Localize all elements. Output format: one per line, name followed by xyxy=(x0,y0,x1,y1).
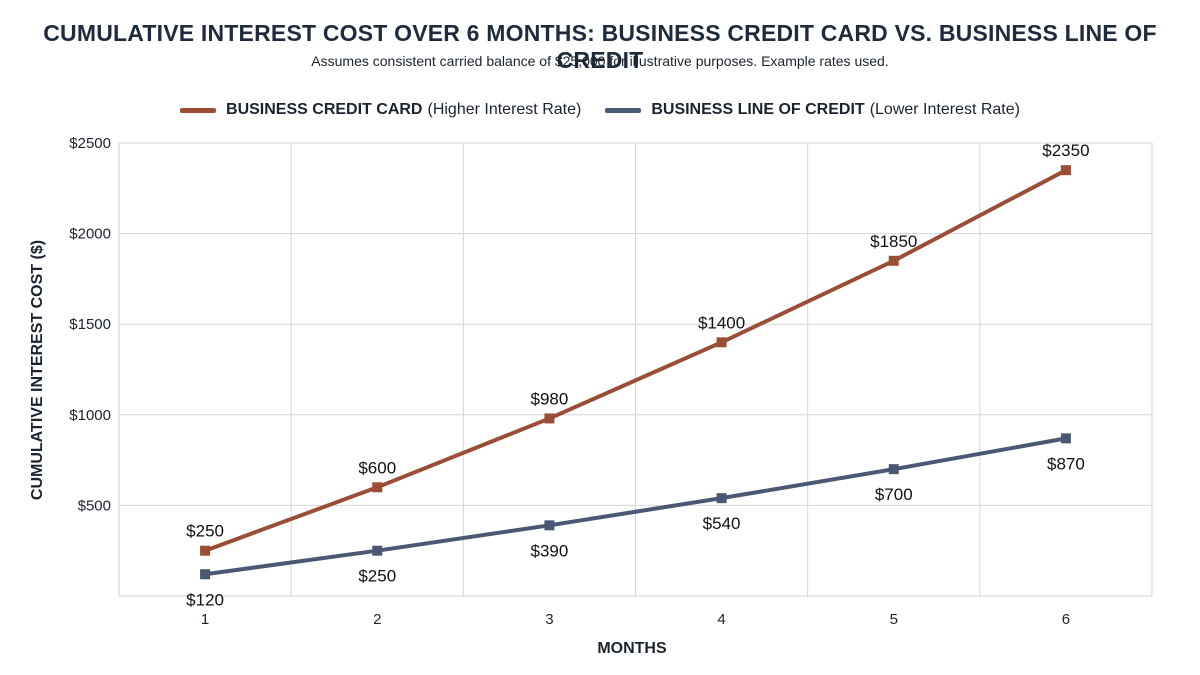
chart-subtitle: Assumes consistent carried balance of $2… xyxy=(311,53,889,69)
grid xyxy=(118,142,1153,597)
series-line-credit-card xyxy=(203,168,1068,553)
data-point xyxy=(372,482,383,493)
y-tick-label: $2500 xyxy=(69,135,111,152)
data-point xyxy=(1060,433,1071,444)
legend-swatch-line-of-credit xyxy=(605,107,642,113)
data-label: $980 xyxy=(531,389,569,408)
x-tick-label: 4 xyxy=(717,611,725,628)
legend-note-credit-card: (Higher Interest Rate) xyxy=(427,101,582,118)
data-point xyxy=(372,545,383,556)
data-label: $1400 xyxy=(698,313,745,332)
legend-label-credit-card: BUSINESS CREDIT CARD xyxy=(226,101,423,118)
x-tick-label: 6 xyxy=(1062,611,1070,628)
data-point xyxy=(716,337,727,348)
x-axis-ticks: 1 2 3 4 5 6 xyxy=(201,611,1070,628)
data-label: $390 xyxy=(531,541,569,560)
legend-label-line-of-credit: BUSINESS LINE OF CREDIT xyxy=(651,101,865,118)
x-tick-label: 3 xyxy=(545,611,553,628)
y-axis-title: CUMULATIVE INTEREST COST ($) xyxy=(29,240,46,500)
y-tick-label: $1000 xyxy=(69,407,111,424)
x-tick-label: 5 xyxy=(890,611,898,628)
data-point xyxy=(544,520,555,531)
chart-title: CUMULATIVE INTEREST COST OVER 6 MONTHS: … xyxy=(43,20,1157,73)
data-label: $250 xyxy=(186,522,224,541)
data-label: $540 xyxy=(703,514,741,533)
data-point xyxy=(1060,165,1071,176)
data-label: $250 xyxy=(358,567,396,586)
data-point xyxy=(200,569,211,580)
data-point xyxy=(888,464,899,475)
data-label: $2350 xyxy=(1042,141,1089,160)
y-tick-label: $500 xyxy=(78,497,111,514)
data-labels: $250 $600 $980 $1400 $1850 $2350 $120 $250 $390 $… xyxy=(186,141,1089,609)
data-point xyxy=(200,545,211,556)
data-point xyxy=(716,493,727,504)
legend-item-line-of-credit: BUSINESS LINE OF CREDIT (Lower Interest … xyxy=(605,101,1020,119)
series-layer xyxy=(200,165,1071,580)
legend-swatch-credit-card xyxy=(180,107,217,113)
legend: BUSINESS CREDIT CARD (Higher Interest Ra… xyxy=(0,101,1200,119)
data-label: $600 xyxy=(358,458,396,477)
y-axis-ticks: $500 $1000 $1500 $2000 $2500 xyxy=(69,135,111,514)
data-point xyxy=(544,413,555,424)
data-label: $700 xyxy=(875,485,913,504)
data-label: $120 xyxy=(186,590,224,609)
data-point xyxy=(888,255,899,266)
series-line-line-of-credit xyxy=(203,436,1068,577)
legend-note-line-of-credit: (Lower Interest Rate) xyxy=(869,101,1020,118)
x-tick-label: 1 xyxy=(201,611,209,628)
data-label: $1850 xyxy=(870,232,917,251)
y-tick-label: $1500 xyxy=(69,316,111,333)
x-axis-title: MONTHS xyxy=(597,640,667,657)
data-label: $870 xyxy=(1047,454,1085,473)
y-tick-label: $2000 xyxy=(69,226,111,243)
x-tick-label: 2 xyxy=(373,611,381,628)
legend-item-credit-card: BUSINESS CREDIT CARD (Higher Interest Ra… xyxy=(180,101,581,119)
